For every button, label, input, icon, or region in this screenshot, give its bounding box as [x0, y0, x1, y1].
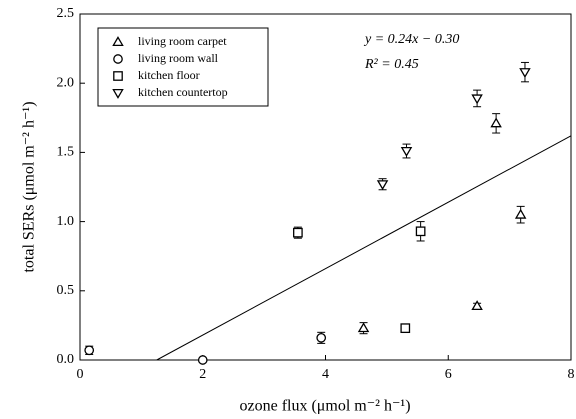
data-point — [514, 208, 527, 219]
legend-label: kitchen countertop — [138, 85, 228, 99]
x-tick-label: 2 — [199, 367, 206, 382]
data-point — [84, 345, 95, 356]
fit-equation: y = 0.24x − 0.30 — [363, 32, 459, 47]
x-tick-label: 4 — [322, 367, 329, 382]
data-point — [415, 226, 426, 237]
legend-marker — [113, 71, 123, 81]
legend-label: living room wall — [138, 51, 219, 65]
data-point — [376, 180, 389, 191]
data-point — [400, 323, 411, 334]
x-tick-label: 6 — [445, 367, 452, 382]
data-point — [293, 227, 303, 238]
y-tick-label: 0.5 — [57, 283, 75, 298]
legend-box — [97, 27, 269, 107]
fit-r2: R² = 0.45 — [364, 57, 419, 72]
fit-line — [156, 135, 572, 361]
x-axis-label: ozone flux (μmol m⁻² h⁻¹) — [239, 398, 410, 415]
data-point — [471, 94, 483, 105]
legend-marker — [113, 54, 123, 64]
x-tick-label: 0 — [77, 367, 84, 382]
data-point — [519, 68, 531, 79]
data-point — [400, 147, 413, 157]
x-tick-label: 8 — [568, 367, 575, 382]
legend-label: kitchen floor — [138, 68, 200, 82]
data-point — [471, 300, 483, 311]
y-axis-label: total SERs (μmol m⁻² h⁻¹) — [21, 101, 38, 272]
legend-marker — [112, 88, 124, 99]
data-point — [357, 322, 370, 333]
legend-marker — [112, 36, 124, 47]
legend-label: living room carpet — [138, 34, 227, 48]
y-tick-label: 1.0 — [57, 214, 75, 229]
data-point — [197, 355, 208, 365]
y-tick-label: 2.5 — [57, 6, 75, 21]
y-tick-label: 2.0 — [57, 75, 75, 90]
y-tick-label: 0.0 — [57, 352, 75, 367]
data-point — [316, 333, 327, 343]
y-tick-label: 1.5 — [57, 145, 75, 160]
data-point — [490, 117, 502, 128]
